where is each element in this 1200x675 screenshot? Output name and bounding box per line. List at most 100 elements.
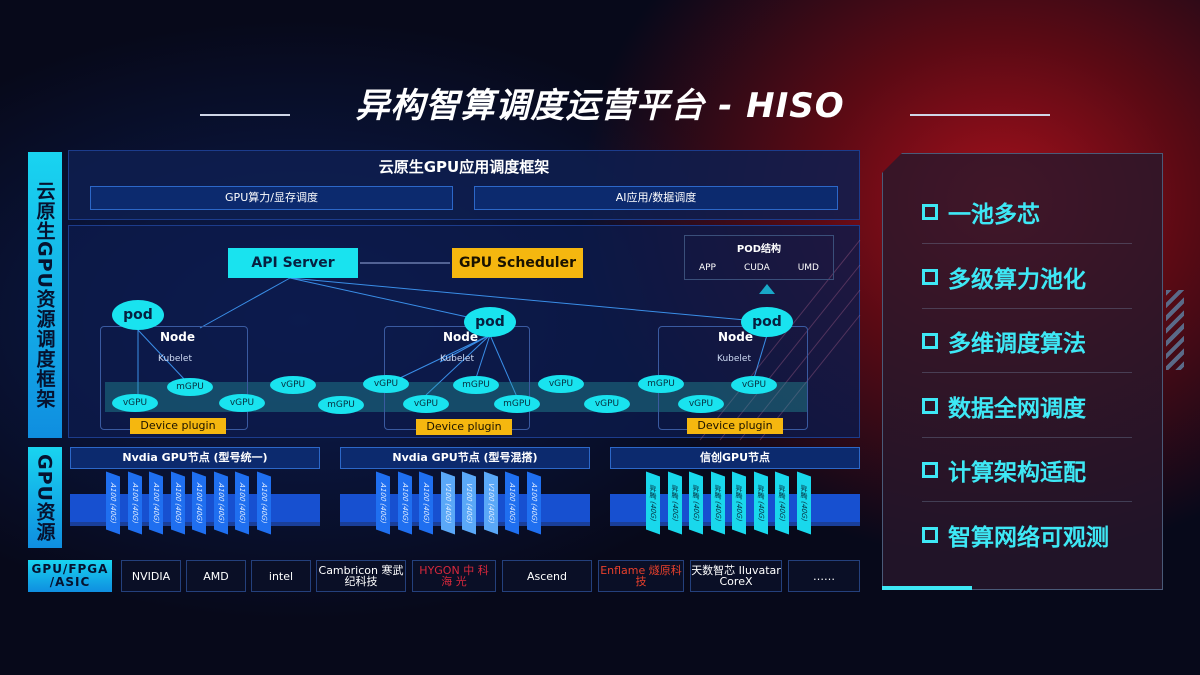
feature-divider: [922, 243, 1132, 244]
gpu-card: 昇腾 (40G): [732, 471, 746, 535]
checkbox-square-icon: [922, 397, 938, 414]
vendor-logo-3: intel: [251, 560, 311, 592]
vendor-logo-9: ……: [788, 560, 860, 592]
gpu-card: 昇腾 (40G): [775, 471, 789, 535]
gpu-card: 昇腾 (40G): [646, 471, 660, 535]
framework-label: 云原生GPU资源调度框架: [28, 152, 62, 438]
feature-label: 一池多芯: [948, 202, 1040, 228]
feature-divider: [922, 436, 1132, 438]
checkbox-square-icon: [922, 204, 938, 220]
gpu-card: 昇腾 (40G): [796, 471, 811, 535]
vgpu-chip: vGPU: [403, 395, 449, 413]
checkbox-square-icon: [922, 526, 938, 543]
gpu-card: A100 (40G): [256, 471, 271, 535]
gpu-card: 昇腾 (40G): [689, 471, 703, 535]
gpu-card: A100 (40G): [505, 471, 519, 535]
mgpu-chip: mGPU: [318, 396, 364, 414]
framework-header: 云原生GPU应用调度框架: [378, 158, 550, 176]
feature-item-4: 数据全网调度: [922, 389, 1086, 423]
panel-accent-bar: [882, 586, 972, 590]
vgpu-chip: vGPU: [678, 395, 724, 413]
gpu-card: A100 (40G): [376, 471, 390, 535]
vgpu-chip: vGPU: [112, 394, 158, 412]
pod-structure-title: POD结构: [736, 244, 782, 255]
vendor-logo-8: 天数智芯 Iluvatar CoreX: [690, 560, 782, 592]
feature-label: 多维调度算法: [948, 331, 1086, 357]
device-plugin-1: Device plugin: [130, 418, 226, 434]
page-title: 异构智算调度运营平台 - HISO: [355, 86, 845, 126]
vgpu-chip: vGPU: [538, 375, 584, 393]
checkbox-square-icon: [922, 333, 938, 349]
feature-label: 多级算力池化: [948, 266, 1086, 293]
feature-item-2: 多级算力池化: [922, 260, 1086, 294]
gpu-card: V100 (40G): [462, 471, 476, 535]
gpu-card: V100 (40G): [483, 471, 498, 535]
kubelet-label-2: Kubelet: [440, 354, 474, 364]
checkbox-square-icon: [922, 268, 938, 285]
node-label-2: Node: [443, 330, 479, 344]
pod-1: pod: [112, 300, 164, 330]
vendor-logo-4: Cambricon 寒武纪科技: [316, 560, 406, 592]
title-line-right: [910, 114, 1050, 116]
node-label-1: Node: [160, 330, 196, 344]
gpu-card: A100 (40G): [397, 471, 412, 535]
api-server-box: API Server: [228, 248, 358, 278]
gpu-section-title-1: Nvdia GPU节点 (型号统一): [70, 447, 320, 469]
feature-label: 数据全网调度: [948, 395, 1086, 422]
device-plugin-3: Device plugin: [687, 418, 783, 434]
vendor-logo-7: Enflame 燧原科技: [598, 560, 684, 592]
feature-label: 智算网络可观测: [948, 524, 1109, 551]
vendor-logo-1: NVIDIA: [121, 560, 181, 592]
feature-item-3: 多维调度算法: [922, 324, 1086, 358]
panel-stripes-decoration: [1166, 290, 1184, 370]
mgpu-chip: mGPU: [494, 395, 540, 413]
gpu-card: A100 (40G): [526, 471, 541, 535]
feature-divider: [922, 501, 1132, 502]
gpu-card: A100 (40G): [127, 471, 142, 535]
resources-label: GPU资源: [28, 447, 62, 548]
feature-divider: [922, 372, 1132, 373]
mgpu-chip: mGPU: [453, 376, 499, 394]
gpu-card: 昇腾 (40G): [667, 471, 682, 535]
vendor-logo-5: HYGON 中 科 海 光: [412, 560, 496, 592]
gpu-card: A100 (40G): [235, 471, 249, 535]
gpu-compute-scheduling: GPU算力/显存调度: [90, 186, 453, 210]
kubelet-label-3: Kubelet: [717, 354, 751, 364]
vendor-category-label: GPU/FPGA /ASIC: [28, 560, 112, 592]
gpu-card: 昇腾 (40G): [753, 471, 768, 535]
features-panel: [882, 153, 1163, 590]
feature-divider: [922, 307, 1132, 309]
pod-item-umd: UMD: [797, 263, 819, 273]
gpu-card: A100 (40G): [170, 471, 185, 535]
ai-data-scheduling: AI应用/数据调度: [474, 186, 838, 210]
gpu-section-title-2: Nvdia GPU节点 (型号混搭): [340, 447, 590, 469]
gpu-card: A100 (40G): [106, 471, 120, 535]
gpu-section-title-3: 信创GPU节点: [610, 447, 860, 469]
gpu-card: A100 (40G): [149, 471, 163, 535]
vgpu-chip: vGPU: [584, 395, 630, 413]
feature-item-5: 计算架构适配: [922, 453, 1086, 487]
checkbox-square-icon: [922, 462, 938, 478]
pod-structure-box: POD结构 APP CUDA UMD: [684, 235, 834, 280]
mgpu-chip: mGPU: [167, 378, 213, 396]
kubelet-label-1: Kubelet: [158, 354, 192, 364]
feature-item-6: 智算网络可观测: [922, 518, 1109, 552]
vgpu-chip: vGPU: [219, 394, 265, 412]
mgpu-chip: mGPU: [638, 375, 684, 393]
vendor-logo-6: Ascend: [502, 560, 592, 592]
gpu-card: A100 (40G): [213, 471, 228, 535]
vgpu-chip: vGPU: [731, 376, 777, 394]
gpu-card: A100 (40G): [192, 471, 206, 535]
vendor-logo-2: AMD: [186, 560, 246, 592]
gpu-card: 昇腾 (40G): [710, 471, 725, 535]
device-plugin-2: Device plugin: [416, 419, 512, 435]
vgpu-chip: vGPU: [363, 375, 409, 393]
pod-3: pod: [741, 307, 793, 337]
feature-item-1: 一池多芯: [922, 195, 1040, 229]
feature-label: 计算架构适配: [948, 460, 1086, 486]
gpu-card: A100 (40G): [419, 471, 433, 535]
pod-item-app: APP: [698, 263, 716, 273]
title-line-left: [200, 114, 290, 116]
gpu-scheduler-box: GPU Scheduler: [452, 248, 583, 278]
pod-item-cuda: CUDA: [743, 263, 770, 273]
